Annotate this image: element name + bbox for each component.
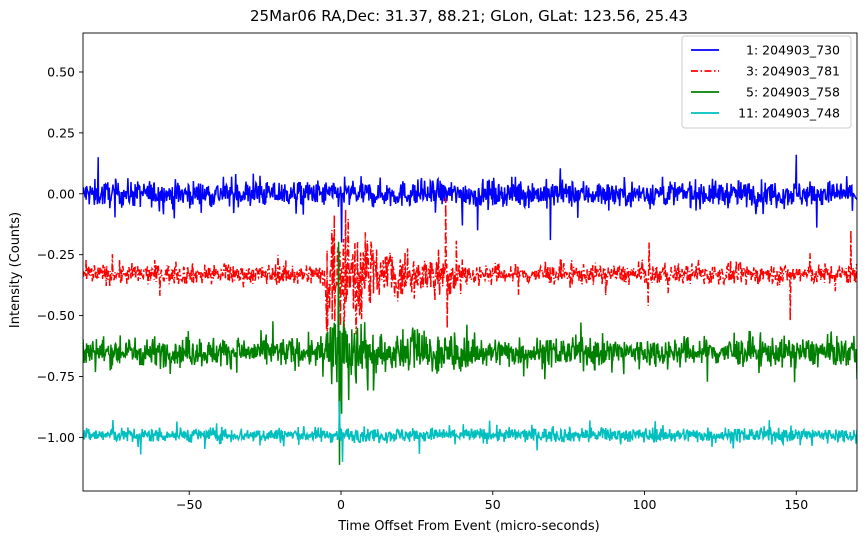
x-axis-label: Time Offset From Event (micro-seconds) — [337, 519, 600, 534]
y-tick-label: 0.00 — [47, 186, 75, 201]
series-line-1 — [83, 154, 857, 243]
y-axis-label: Intensity (Counts) — [8, 212, 23, 328]
chart-title: 25Mar06 RA,Dec: 31.37, 88.21; GLon, GLat… — [250, 7, 688, 25]
series-line-3 — [83, 241, 857, 465]
series-line-2 — [83, 197, 857, 357]
legend-label-4: 11: 204903_748 — [738, 106, 840, 121]
y-tick-label: −0.25 — [37, 247, 75, 262]
y-tick-label: 0.25 — [47, 125, 75, 140]
y-tick-label: −1.00 — [37, 430, 75, 445]
y-tick-label: −0.50 — [37, 308, 75, 323]
x-tick-label: 100 — [633, 497, 657, 512]
legend-label-1: 1: 204903_730 — [746, 43, 840, 58]
legend-label-3: 5: 204903_758 — [746, 85, 840, 100]
y-tick-label: 0.50 — [47, 64, 75, 79]
axes-frame — [82, 32, 858, 492]
legend — [681, 35, 852, 129]
y-tick-label: −0.75 — [37, 369, 75, 384]
x-tick-label: 150 — [784, 497, 808, 512]
x-tick-label: −50 — [176, 497, 202, 512]
x-tick-label: 50 — [485, 497, 501, 512]
legend-label-2: 3: 204903_781 — [746, 64, 840, 79]
x-tick-label: 0 — [337, 497, 345, 512]
series-line-4 — [83, 400, 857, 462]
